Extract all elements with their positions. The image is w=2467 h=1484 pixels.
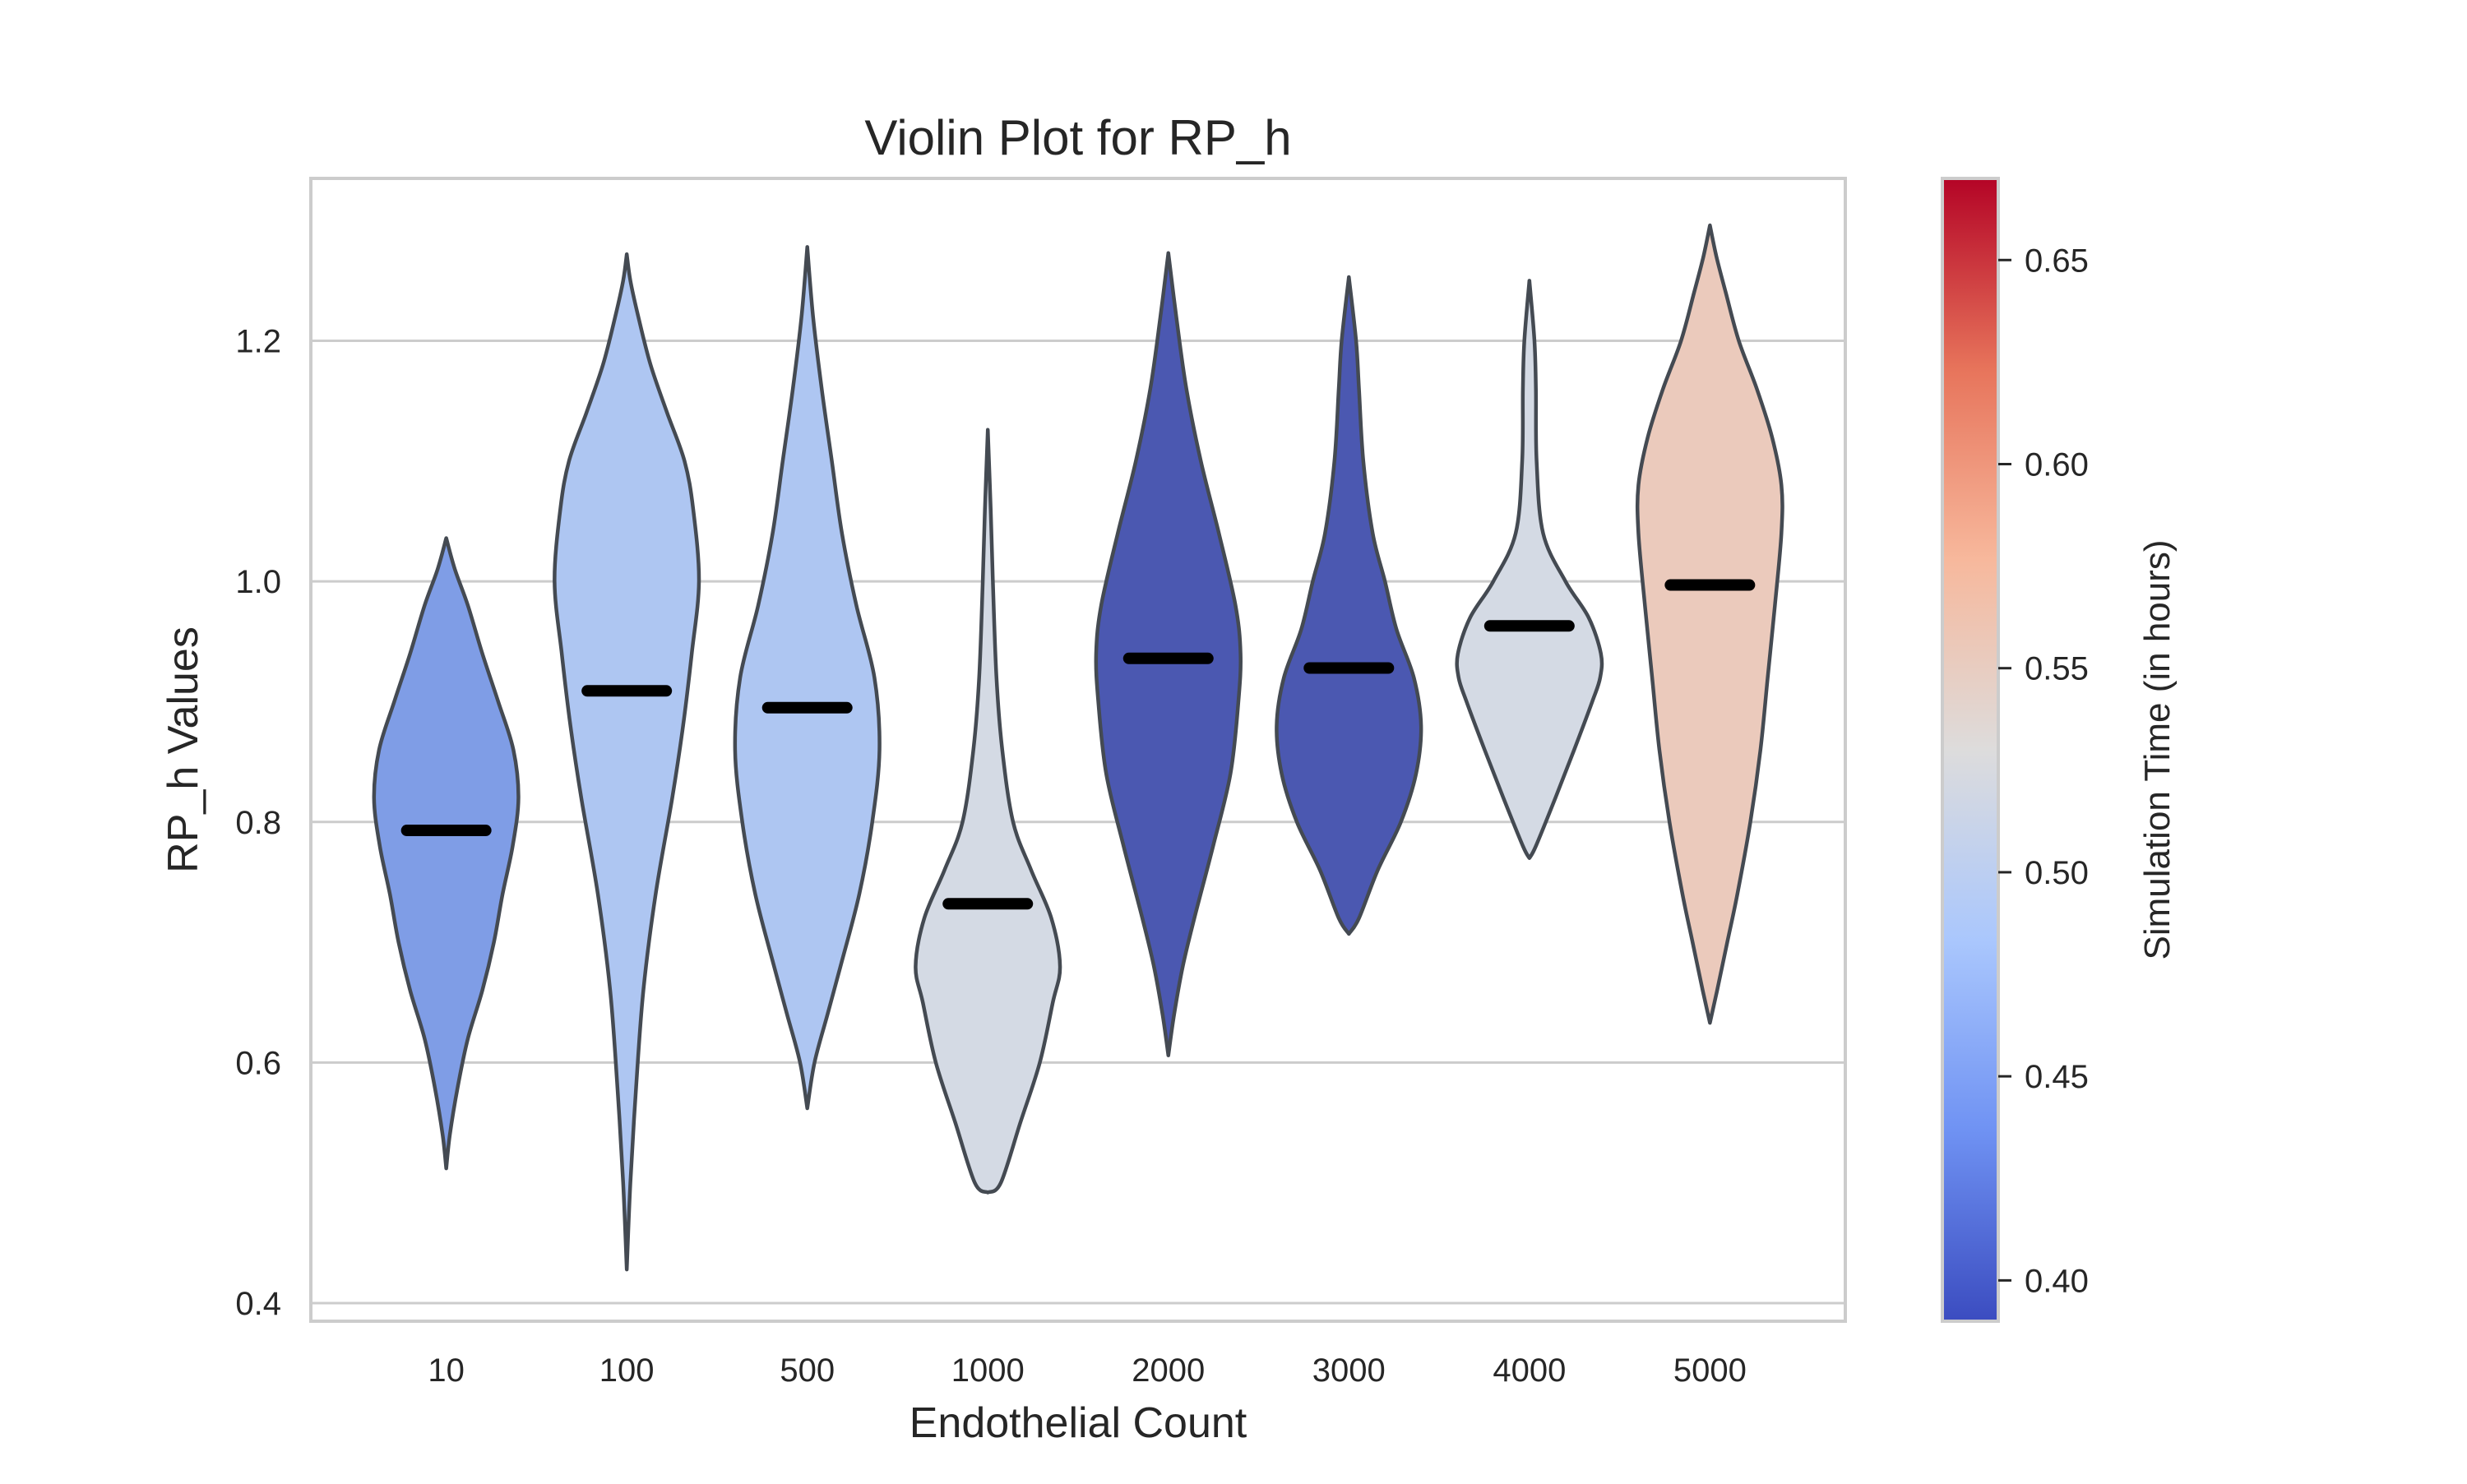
colorbar-tick-label: 0.40	[2025, 1263, 2089, 1299]
x-tick-label: 500	[780, 1352, 835, 1389]
colorbar-gradient	[1941, 177, 2000, 1323]
violin-3000	[1275, 275, 1423, 936]
chart-title: Violin Plot for RP_h	[864, 110, 1291, 165]
y-tick-label: 0.4	[235, 1286, 281, 1322]
colorbar-tick-label: 0.45	[2025, 1059, 2089, 1095]
y-tick-label: 0.6	[235, 1045, 281, 1081]
x-tick-label: 2000	[1132, 1352, 1205, 1389]
colorbar-tick-label: 0.55	[2025, 651, 2089, 687]
colorbar: 0.40 0.45 0.50 0.55 0.60 0.65	[1941, 177, 2089, 1323]
x-tick-label: 4000	[1493, 1352, 1566, 1389]
x-axis-label: Endothelial Count	[910, 1399, 1247, 1447]
y-tick-label: 1.2	[235, 324, 281, 360]
violin-4000	[1455, 279, 1604, 860]
violin-500	[733, 245, 882, 1111]
violins	[372, 223, 1784, 1272]
colorbar-tick-label: 0.50	[2025, 855, 2089, 891]
x-tick-label: 10	[428, 1352, 465, 1389]
x-ticks: 10 100 500 1000 2000 3000 4000 5000	[428, 1352, 1746, 1389]
violin-1000	[914, 428, 1062, 1195]
y-ticks: 0.4 0.6 0.8 1.0 1.2	[235, 324, 281, 1323]
colorbar-label: Simulation Time (in hours)	[2137, 539, 2178, 959]
y-tick-label: 0.8	[235, 805, 281, 841]
plot-frame	[309, 177, 1847, 1323]
x-tick-label: 100	[599, 1352, 655, 1389]
colorbar-tick-label: 0.65	[2025, 243, 2089, 279]
violin-100	[553, 252, 701, 1272]
y-axis-label: RP_h Values	[160, 626, 207, 873]
violin-5000	[1635, 223, 1784, 1025]
colorbar-tick-label: 0.60	[2025, 447, 2089, 483]
plot-background	[311, 178, 1845, 1321]
x-tick-label: 1000	[951, 1352, 1025, 1389]
violin-10	[372, 536, 521, 1171]
y-tick-label: 1.0	[235, 564, 281, 600]
x-tick-label: 3000	[1312, 1352, 1386, 1389]
x-tick-label: 5000	[1673, 1352, 1747, 1389]
